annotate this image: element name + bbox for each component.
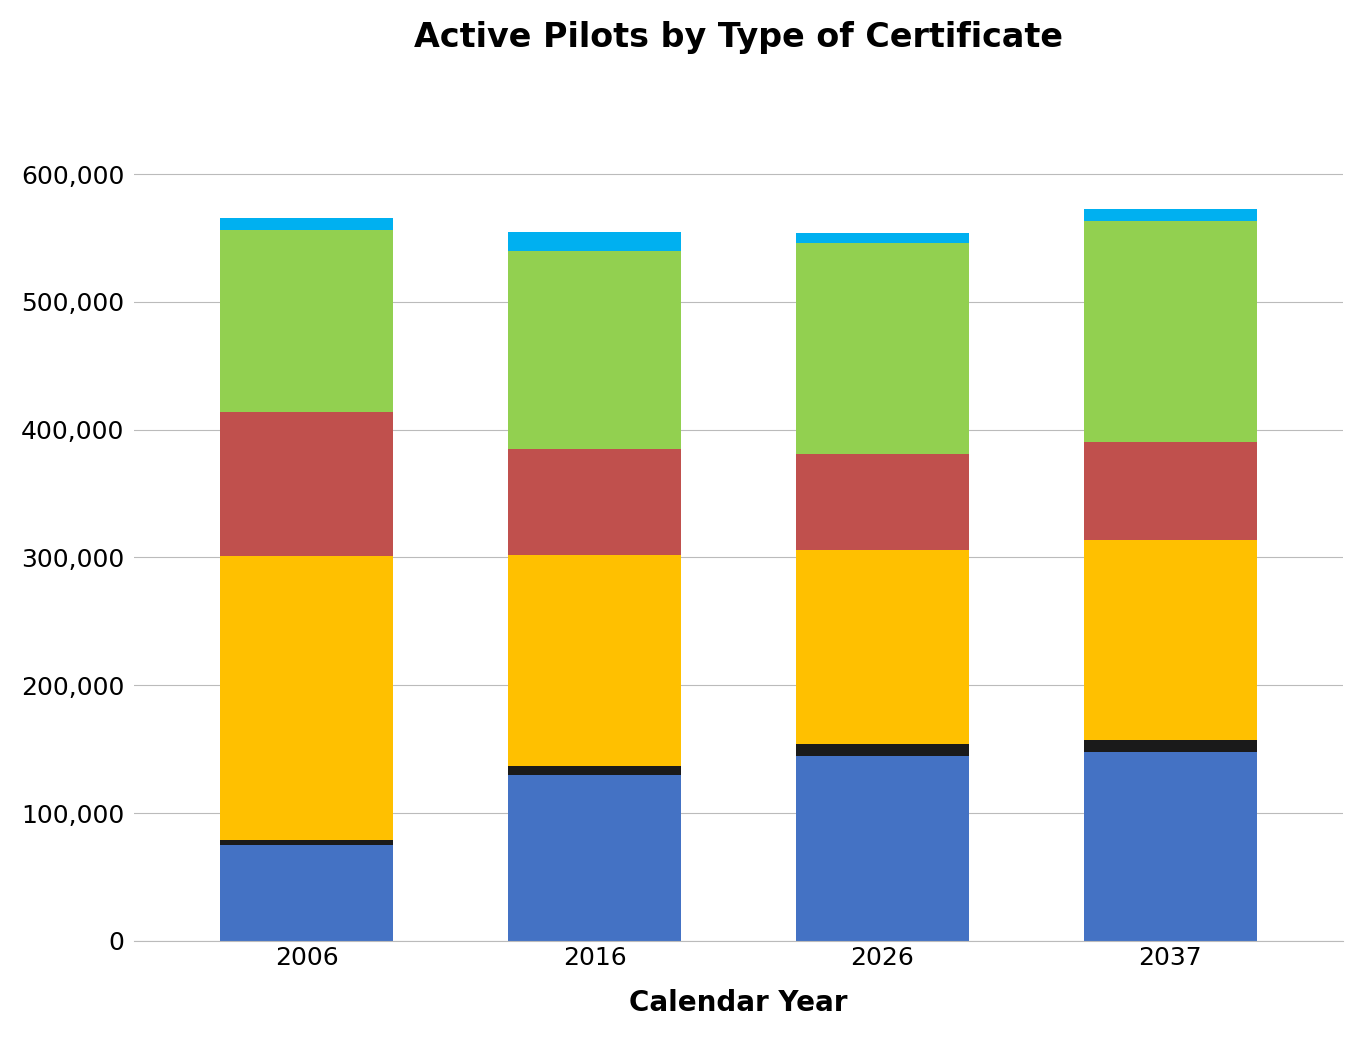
- Bar: [221, 845, 393, 940]
- X-axis label: Calendar Year: Calendar Year: [629, 989, 848, 1017]
- Bar: [1084, 752, 1256, 940]
- Bar: [1084, 442, 1256, 540]
- Bar: [221, 840, 393, 845]
- Bar: [797, 243, 968, 454]
- Bar: [797, 756, 968, 940]
- Title: Active Pilots by Type of Certificate: Active Pilots by Type of Certificate: [415, 21, 1063, 54]
- Bar: [221, 230, 393, 412]
- Bar: [797, 454, 968, 550]
- Bar: [221, 556, 393, 840]
- Bar: [797, 744, 968, 756]
- Bar: [221, 412, 393, 556]
- Bar: [1084, 209, 1256, 221]
- Bar: [797, 550, 968, 744]
- Bar: [509, 251, 681, 448]
- Bar: [509, 555, 681, 766]
- Bar: [221, 218, 393, 230]
- Bar: [509, 766, 681, 774]
- Bar: [1084, 221, 1256, 442]
- Bar: [509, 231, 681, 251]
- Bar: [1084, 540, 1256, 740]
- Bar: [509, 774, 681, 940]
- Bar: [509, 448, 681, 555]
- Bar: [797, 233, 968, 243]
- Bar: [1084, 740, 1256, 752]
